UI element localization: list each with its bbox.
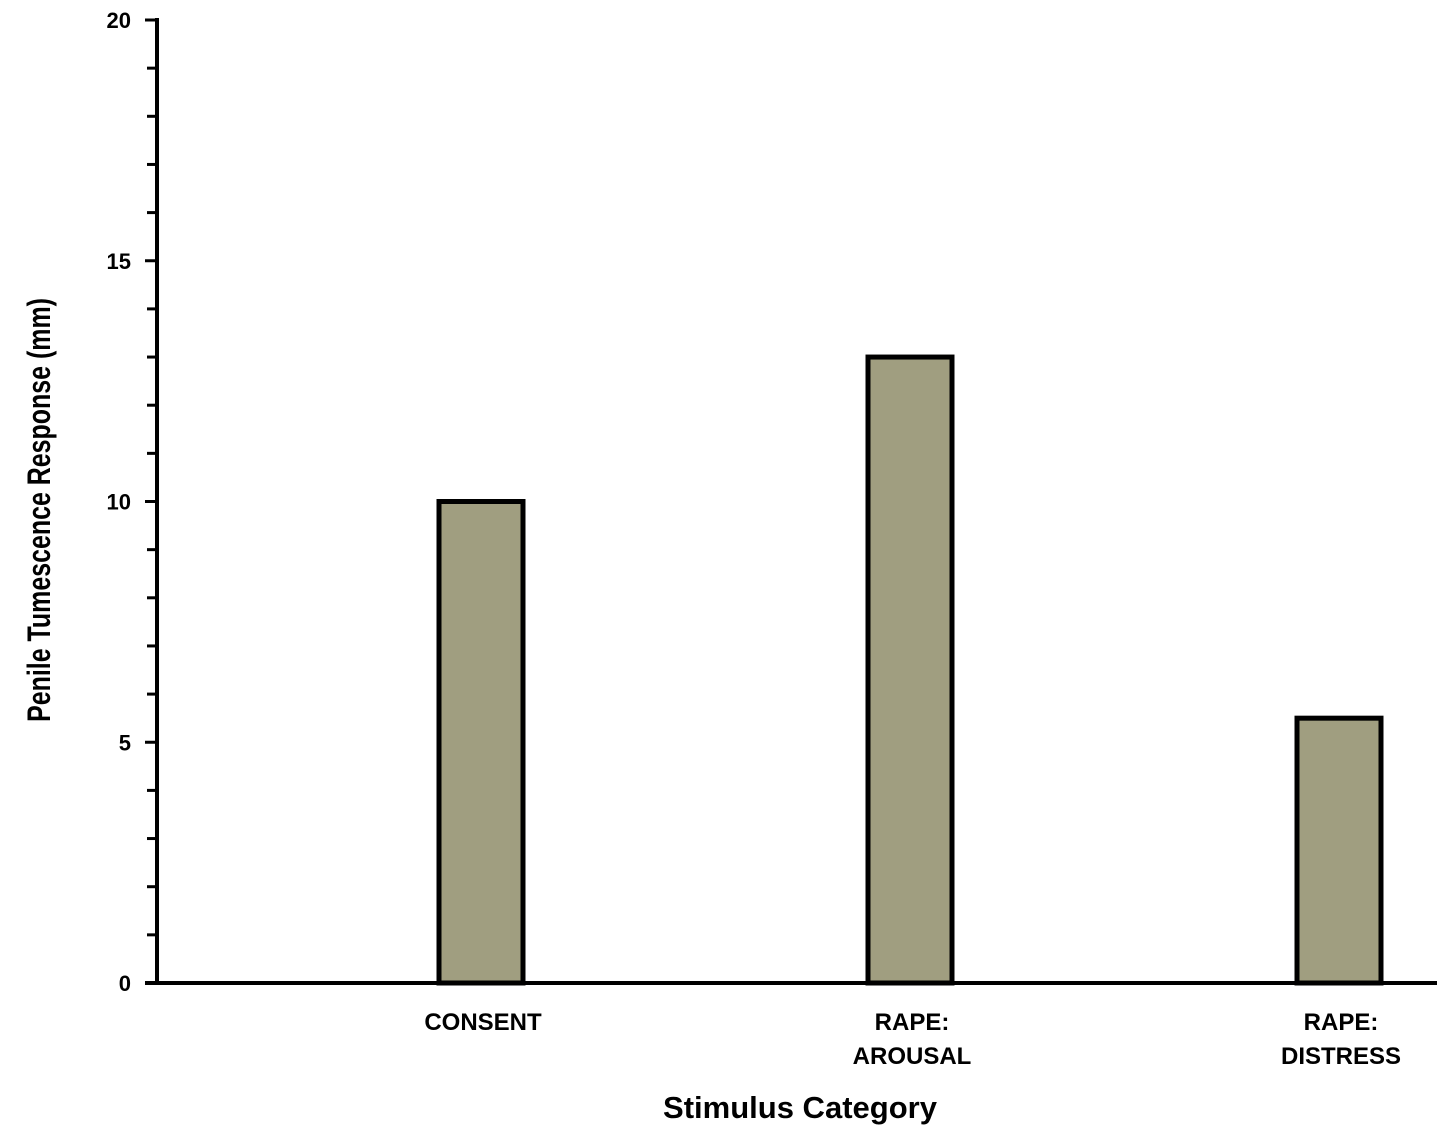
y-tick-label: 10 bbox=[107, 490, 131, 515]
x-category-label-line: AROUSAL bbox=[853, 1043, 972, 1070]
x-category-label-line: CONSENT bbox=[424, 1009, 542, 1036]
x-category-label: CONSENT bbox=[424, 1009, 542, 1036]
y-tick-label: 5 bbox=[119, 730, 131, 755]
y-ticks-layer: 0 5 10 15 20 bbox=[107, 8, 157, 996]
x-category-label-line: RAPE: bbox=[1304, 1009, 1379, 1036]
x-category-labels: CONSENT RAPE: AROUSAL RAPE: DISTRESS bbox=[424, 1009, 1401, 1070]
y-tick-label: 0 bbox=[119, 971, 131, 996]
x-category-label-line: RAPE: bbox=[875, 1009, 950, 1036]
bar-1 bbox=[436, 499, 526, 986]
y-tick-label: 20 bbox=[107, 8, 131, 33]
bars-layer bbox=[436, 354, 1384, 986]
axes-layer bbox=[145, 18, 1437, 985]
x-category-label: RAPE: AROUSAL bbox=[853, 1009, 972, 1070]
bar-3 bbox=[1294, 715, 1384, 986]
y-tick-label: 15 bbox=[107, 249, 131, 274]
x-category-label: RAPE: DISTRESS bbox=[1281, 1009, 1401, 1070]
x-axis-title: Stimulus Category bbox=[663, 1090, 938, 1125]
y-axis-title: Penile Tumescence Response (mm) bbox=[22, 298, 58, 722]
x-category-label-line: DISTRESS bbox=[1281, 1043, 1401, 1070]
bar-2 bbox=[865, 354, 955, 986]
